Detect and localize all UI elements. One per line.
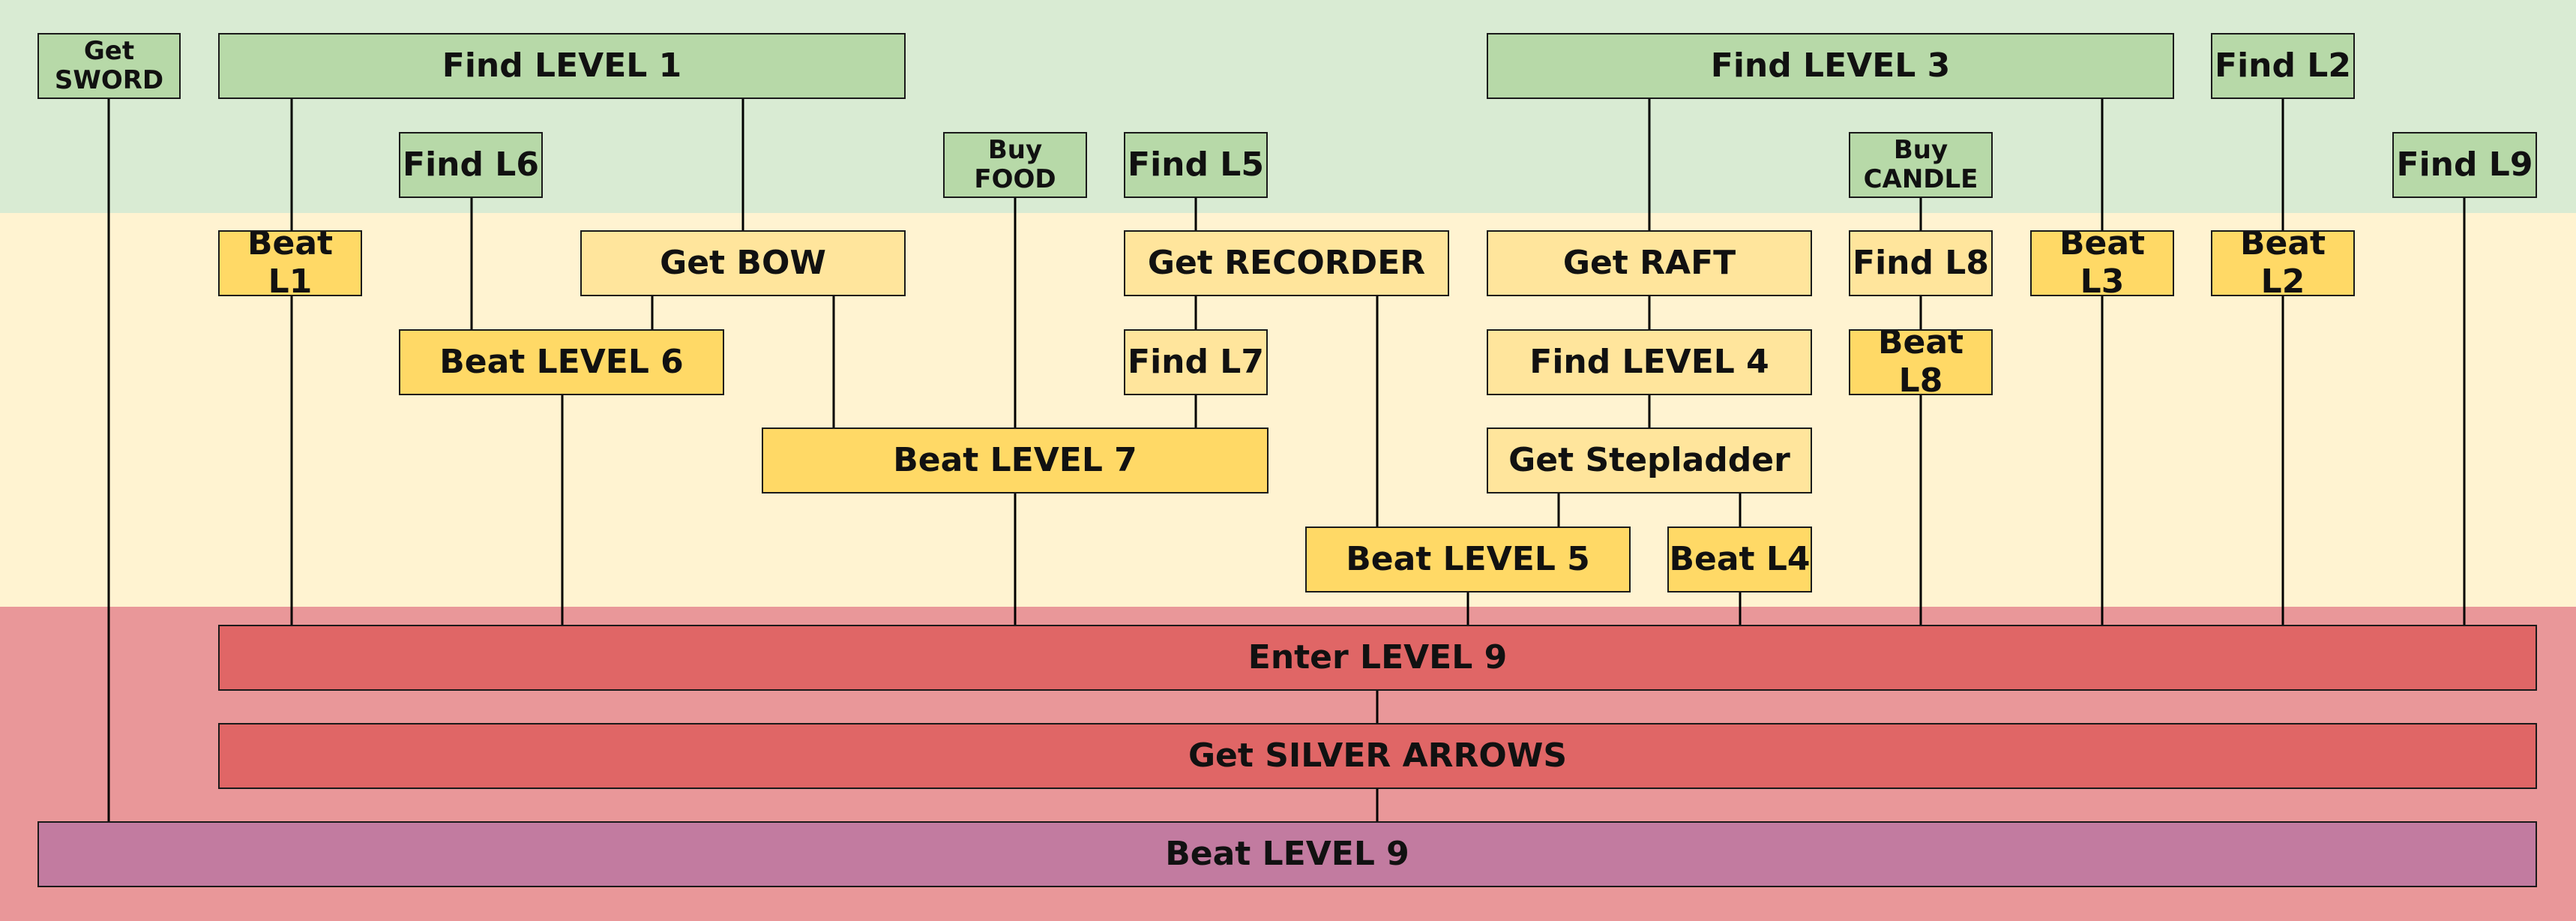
node-find-l2: Find L2 xyxy=(2211,33,2355,99)
node-get-recorder: Get RECORDER xyxy=(1124,230,1449,296)
node-find-l5: Find L5 xyxy=(1124,132,1268,198)
node-get-sword: Get SWORD xyxy=(37,33,181,99)
node-find-level-4: Find LEVEL 4 xyxy=(1487,329,1812,395)
node-buy-candle: Buy CANDLE xyxy=(1849,132,1993,198)
node-enter-level-9: Enter LEVEL 9 xyxy=(218,625,2537,691)
node-beat-level-5: Beat LEVEL 5 xyxy=(1305,526,1631,592)
node-find-l8: Find L8 xyxy=(1849,230,1993,296)
node-get-raft: Get RAFT xyxy=(1487,230,1812,296)
node-beat-l8: Beat L8 xyxy=(1849,329,1993,395)
node-beat-l1: Beat L1 xyxy=(218,230,362,296)
node-find-l7: Find L7 xyxy=(1124,329,1268,395)
node-get-silver-arrows: Get SILVER ARROWS xyxy=(218,723,2537,789)
node-beat-level-6: Beat LEVEL 6 xyxy=(399,329,724,395)
node-beat-l2: Beat L2 xyxy=(2211,230,2355,296)
node-find-level-3: Find LEVEL 3 xyxy=(1487,33,2174,99)
node-find-l9: Find L9 xyxy=(2392,132,2537,198)
node-beat-l3: Beat L3 xyxy=(2030,230,2174,296)
node-find-l6: Find L6 xyxy=(399,132,543,198)
node-beat-l4: Beat L4 xyxy=(1667,526,1812,592)
node-get-stepladder: Get Stepladder xyxy=(1487,428,1812,494)
node-get-bow: Get BOW xyxy=(580,230,906,296)
node-beat-level-9: Beat LEVEL 9 xyxy=(37,821,2537,887)
node-buy-food: Buy FOOD xyxy=(943,132,1087,198)
node-beat-level-7: Beat LEVEL 7 xyxy=(762,428,1269,494)
node-find-level-1: Find LEVEL 1 xyxy=(218,33,906,99)
